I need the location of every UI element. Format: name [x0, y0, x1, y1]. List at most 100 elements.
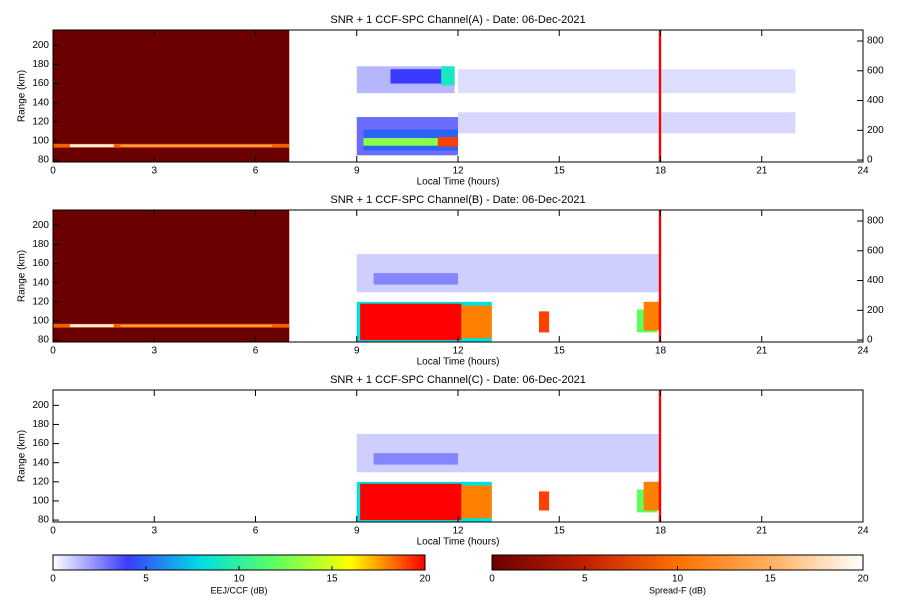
y-tick-label: 160: [32, 258, 49, 269]
colorbar-tick-label: 20: [419, 574, 431, 585]
intensity-cell: [120, 324, 273, 327]
y-tick-label: 100: [32, 496, 49, 507]
x-tick-label: 0: [50, 526, 56, 537]
intensity-cell: [360, 483, 462, 521]
y-tick-label: 200: [32, 40, 49, 51]
y-tick-label: 180: [32, 59, 49, 70]
colorbar-tick-label: 0: [50, 574, 56, 585]
y-tick-label: 80: [38, 335, 50, 346]
y-axis-label: Range (km): [17, 70, 28, 122]
x-tick-label: 21: [756, 166, 768, 177]
intensity-cell: [120, 144, 273, 147]
x-tick-label: 15: [554, 346, 566, 357]
y-tick-label: 180: [32, 239, 49, 250]
y2-tick-label: 400: [867, 275, 884, 286]
x-tick-label: 0: [50, 346, 56, 357]
y-tick-label: 100: [32, 136, 49, 147]
x-tick-label: 9: [354, 166, 360, 177]
x-tick-label: 6: [253, 526, 259, 537]
x-tick-label: 18: [655, 346, 667, 357]
y-tick-label: 100: [32, 316, 49, 327]
plot-area: [356, 390, 662, 522]
intensity-cell: [461, 485, 492, 519]
colorbar-tick-label: 5: [143, 574, 149, 585]
y2-tick-label: 800: [867, 36, 884, 47]
x-tick-label: 21: [756, 526, 768, 537]
x-axis-label: Local Time (hours): [417, 537, 500, 548]
intensity-cell: [658, 390, 662, 522]
panel-title: SNR + 1 CCF-SPC Channel(C) - Date: 06-De…: [330, 374, 586, 386]
x-axis-label: Local Time (hours): [417, 357, 500, 368]
y-tick-label: 160: [32, 78, 49, 89]
x-tick-label: 3: [151, 166, 157, 177]
intensity-cell: [69, 324, 114, 328]
intensity-cell: [461, 305, 492, 339]
intensity-cell: [360, 303, 462, 341]
x-tick-label: 12: [452, 166, 464, 177]
y-axis-label: Range (km): [17, 430, 28, 482]
y2-tick-label: 0: [867, 335, 873, 346]
y2-tick-label: 600: [867, 245, 884, 256]
x-tick-label: 6: [253, 346, 259, 357]
colorbar-tick-label: 5: [582, 574, 588, 585]
y2-tick-label: 800: [867, 216, 884, 227]
y-tick-label: 200: [32, 220, 49, 231]
intensity-cell: [658, 210, 662, 342]
intensity-cell: [539, 311, 550, 333]
x-tick-label: 0: [50, 166, 56, 177]
x-tick-label: 9: [354, 346, 360, 357]
x-tick-label: 15: [554, 526, 566, 537]
y-axis-label: Range (km): [17, 250, 28, 302]
y2-tick-label: 600: [867, 65, 884, 76]
y-tick-label: 140: [32, 97, 49, 108]
intensity-cell: [643, 301, 661, 331]
y-tick-label: 80: [38, 515, 50, 526]
intensity-cell: [373, 453, 458, 465]
intensity-cell: [390, 69, 445, 84]
colorbar-tick-label: 10: [233, 574, 245, 585]
y2-tick-label: 200: [867, 125, 884, 136]
intensity-cell: [458, 112, 796, 134]
x-tick-label: 12: [452, 526, 464, 537]
panel-title: SNR + 1 CCF-SPC Channel(B) - Date: 06-De…: [330, 194, 585, 206]
x-tick-label: 15: [554, 166, 566, 177]
x-tick-label: 24: [857, 526, 869, 537]
x-tick-label: 9: [354, 526, 360, 537]
x-tick-label: 3: [151, 526, 157, 537]
colorbar-tick-label: 15: [326, 574, 338, 585]
intensity-cell: [441, 66, 455, 86]
intensity-cell: [643, 481, 661, 511]
y-tick-label: 80: [38, 155, 50, 166]
colorbar-tick-label: 0: [489, 574, 495, 585]
y-tick-label: 140: [32, 277, 49, 288]
x-tick-label: 12: [452, 346, 464, 357]
x-tick-label: 3: [151, 346, 157, 357]
intensity-cell: [539, 491, 550, 511]
intensity-cell: [437, 137, 458, 147]
y-tick-label: 200: [32, 400, 49, 411]
x-axis-label: Local Time (hours): [417, 177, 500, 188]
plot-area: [53, 210, 662, 342]
intensity-cell: [458, 69, 796, 94]
y-tick-label: 160: [32, 438, 49, 449]
y-tick-label: 120: [32, 296, 49, 307]
colorbar-tick-label: 15: [765, 574, 777, 585]
intensity-cell: [363, 138, 458, 146]
intensity-cell: [69, 144, 114, 148]
intensity-cell: [373, 273, 458, 285]
y-tick-label: 120: [32, 476, 49, 487]
colorbar-label: EEJ/CCF (dB): [210, 585, 267, 595]
intensity-cell: [53, 30, 290, 162]
x-tick-label: 18: [655, 166, 667, 177]
y-tick-label: 120: [32, 116, 49, 127]
x-tick-label: 21: [756, 346, 768, 357]
intensity-cell: [658, 30, 662, 162]
colorbar-tick-label: 20: [857, 574, 869, 585]
x-tick-label: 24: [857, 166, 869, 177]
x-tick-label: 6: [253, 166, 259, 177]
colorbar-label: Spread-F (dB): [649, 585, 706, 595]
colorbar-tick-label: 10: [672, 574, 684, 585]
x-tick-label: 18: [655, 526, 667, 537]
panel-title: SNR + 1 CCF-SPC Channel(A) - Date: 06-De…: [330, 14, 585, 26]
